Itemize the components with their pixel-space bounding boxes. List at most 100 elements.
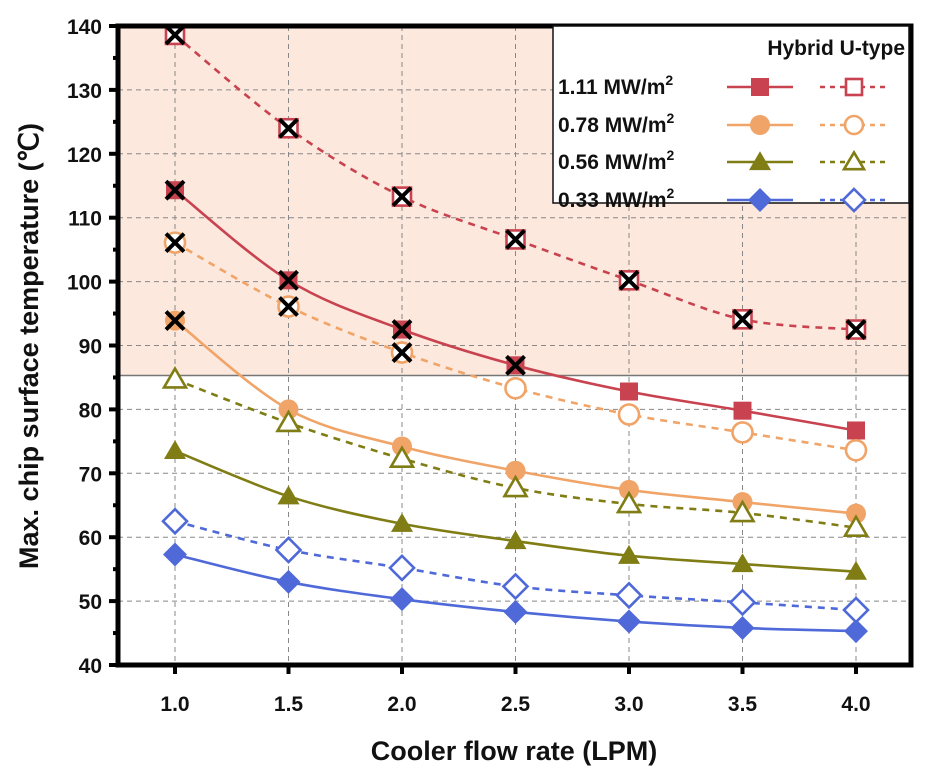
data-point (617, 609, 641, 634)
x-tick-label: 2.5 (501, 693, 531, 716)
data-point (615, 581, 643, 610)
exceeded-x-marker (845, 319, 867, 340)
legend-label: 1.11 MW/m2 (558, 72, 673, 99)
data-point (504, 377, 527, 400)
data-point (503, 599, 528, 624)
series-0_33-solid (163, 542, 868, 644)
x-tick-label: 1.0 (160, 693, 189, 716)
data-point (505, 460, 526, 481)
legend-box (552, 25, 910, 204)
x-stroke (391, 342, 413, 363)
exceeded-x-marker (505, 229, 526, 250)
exceeded-x-marker (164, 179, 186, 201)
exceeded-x-marker (164, 310, 186, 331)
x-stroke (391, 319, 413, 340)
exceeded-x-marker (278, 269, 299, 291)
legend-solid-marker (749, 151, 771, 171)
y-tick-label: 70 (79, 463, 102, 486)
data-point (844, 619, 868, 644)
x-axis-title: Cooler flow rate (LPM) (371, 736, 658, 766)
exceeded-x-marker (732, 308, 753, 330)
data-point (731, 421, 754, 444)
data-point (620, 382, 638, 401)
x-stroke (278, 269, 299, 291)
x-stroke (278, 296, 299, 317)
data-point (504, 530, 527, 550)
y-tick-label: 140 (67, 16, 102, 39)
legend-header: Hybrid U-type (767, 37, 905, 60)
series-0_56-dashed (161, 365, 870, 538)
data-point (731, 553, 754, 573)
data-point (391, 512, 413, 532)
legend-dashed-marker (843, 114, 865, 136)
exceeded-x-marker (278, 296, 299, 317)
legend-row: 0.56 MW/m2 (558, 147, 888, 174)
data-point (842, 596, 870, 624)
data-point (615, 490, 643, 514)
y-tick-label: 90 (79, 336, 102, 359)
y-tick-label: 50 (79, 591, 102, 614)
legend-dashed-marker (844, 77, 864, 97)
exceeded-x-marker (391, 186, 413, 208)
y-tick-label: 120 (67, 144, 102, 167)
x-stroke (845, 319, 867, 340)
data-point (278, 399, 299, 420)
exceeded-x-marker (505, 354, 526, 376)
legend-row: 0.33 MW/m2 (558, 185, 888, 213)
legend-dashed-marker (841, 187, 867, 213)
x-tick-label: 3.0 (614, 693, 643, 716)
data-point (277, 485, 300, 505)
legend-row: 0.78 MW/m2 (558, 110, 888, 137)
data-point (390, 587, 414, 612)
legend-row: 1.11 MW/m2 (558, 72, 888, 99)
data-point (161, 507, 189, 536)
y-tick-label: 100 (67, 272, 102, 295)
y-tick-label: 60 (79, 527, 102, 550)
legend-label-superscript: 2 (667, 110, 675, 126)
data-point (728, 588, 757, 617)
x-stroke (164, 232, 186, 254)
data-point (846, 503, 866, 524)
legend-label: 0.56 MW/m2 (558, 147, 675, 174)
x-stroke (278, 117, 299, 139)
data-point (844, 438, 868, 462)
data-point (619, 479, 639, 500)
legend-label: 0.33 MW/m2 (558, 185, 675, 212)
data-point (388, 554, 416, 582)
legend-label-superscript: 2 (667, 185, 675, 201)
x-tick-label: 4.0 (841, 693, 870, 716)
data-point (847, 421, 865, 440)
data-point (163, 542, 187, 567)
x-stroke (164, 179, 186, 201)
x-tick-label: 2.0 (387, 693, 416, 716)
data-point (502, 474, 529, 498)
series-0_56-solid (164, 440, 867, 580)
y-tick-label: 110 (68, 208, 102, 231)
exceeded-x-marker (164, 24, 186, 46)
exceeded-x-marker (618, 269, 640, 291)
x-stroke (391, 186, 413, 208)
legend: Hybrid U-type 1.11 MW/m2 0.78 MW/m2 0.56 M… (552, 25, 910, 213)
data-point (501, 572, 530, 601)
data-point (164, 440, 186, 460)
legend-solid-marker (750, 115, 770, 135)
x-stroke (164, 24, 186, 46)
data-point (274, 536, 303, 564)
exceeded-x-marker (278, 117, 299, 139)
x-stroke (164, 310, 186, 331)
exceeded-x-marker (391, 342, 413, 363)
exceeded-x-marker (164, 232, 186, 254)
data-point (730, 615, 755, 640)
data-point (733, 401, 752, 420)
y-tick-label: 80 (79, 399, 102, 422)
x-stroke (732, 308, 753, 330)
data-point (275, 409, 302, 433)
legend-label-superscript: 2 (667, 147, 675, 163)
data-point (729, 499, 756, 523)
data-point (276, 569, 301, 594)
x-tick-label: 3.5 (728, 693, 758, 716)
x-stroke (618, 269, 640, 291)
legend-label: 0.78 MW/m2 (558, 110, 675, 137)
exceeded-x-marker (391, 319, 413, 340)
